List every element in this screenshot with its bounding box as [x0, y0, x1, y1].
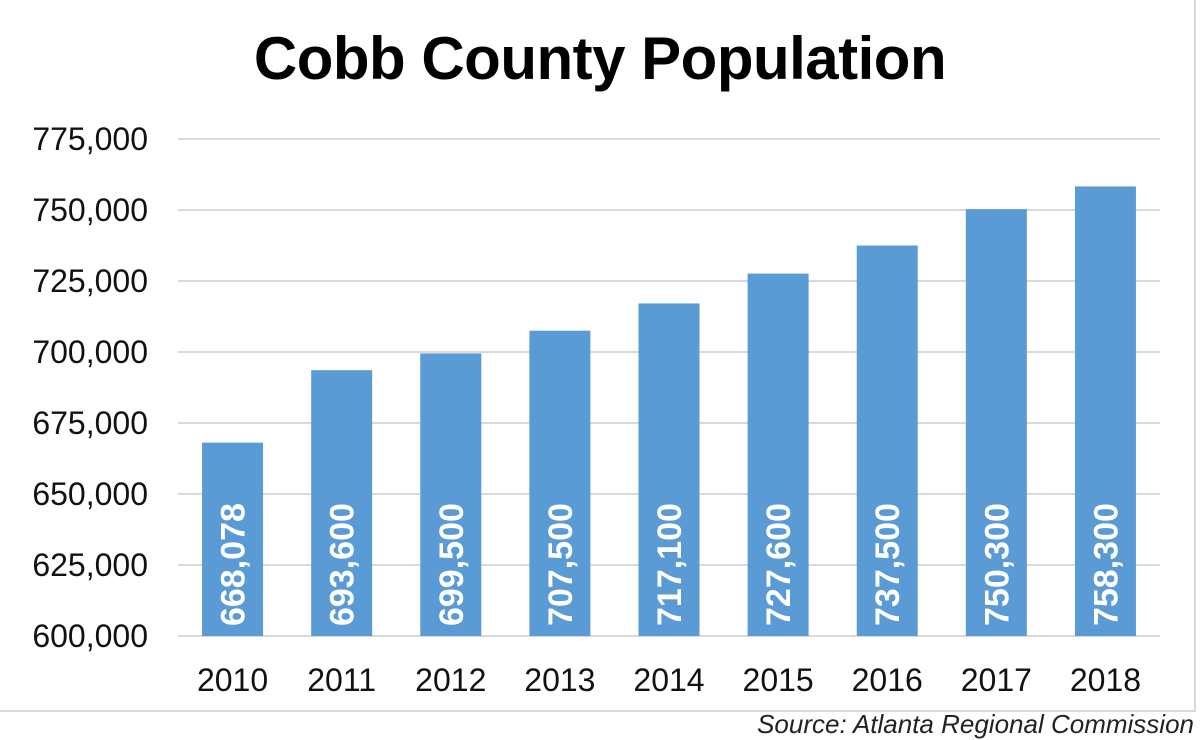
data-label: 693,600	[324, 503, 362, 626]
x-tick-label: 2018	[1070, 662, 1141, 698]
y-tick-label: 600,000	[32, 618, 148, 654]
y-tick-label: 750,000	[32, 192, 148, 228]
x-tick-label: 2012	[415, 662, 486, 698]
chart-frame	[0, 0, 1196, 712]
bar-2012	[420, 353, 482, 636]
data-labels: 668,078 693,600 699,500 707,500 717,100 727,6…	[215, 503, 1126, 626]
bars	[202, 186, 1136, 637]
x-axis-ticks: 2010 2011 2012 2013 2014 2015 2016 2017 2018	[197, 662, 1141, 698]
data-label: 737,500	[869, 503, 907, 626]
bar-2010	[202, 442, 264, 636]
bar-2015	[747, 273, 809, 636]
y-axis-ticks: 600,000 625,000 650,000 675,000 700,000 725,0…	[32, 121, 148, 654]
chart-title: Cobb County Population	[253, 25, 947, 92]
bar-2013	[529, 330, 591, 636]
bar-2014	[638, 303, 700, 636]
data-label: 758,300	[1087, 503, 1125, 626]
bar-2016	[856, 245, 918, 636]
y-tick-label: 650,000	[32, 476, 148, 512]
data-label: 699,500	[433, 503, 471, 626]
y-tick-label: 625,000	[32, 547, 148, 583]
y-tick-label: 725,000	[32, 263, 148, 299]
data-label: 668,078	[215, 503, 253, 626]
bar-2018	[1074, 186, 1136, 637]
x-tick-label: 2013	[524, 662, 595, 698]
y-tick-label: 775,000	[32, 121, 148, 157]
bar-2011	[311, 370, 373, 636]
data-label: 717,100	[651, 503, 689, 626]
y-tick-label: 700,000	[32, 334, 148, 370]
x-tick-label: 2015	[743, 662, 814, 698]
x-tick-label: 2011	[307, 662, 376, 698]
bar-chart: 600,000 625,000 650,000 675,000 700,000 725,0…	[32, 121, 1160, 698]
data-label: 727,600	[760, 503, 798, 626]
x-tick-label: 2016	[852, 662, 923, 698]
source-note: Source: Atlanta Regional Commission	[757, 709, 1194, 739]
data-label: 750,300	[978, 503, 1016, 626]
bar-2017	[965, 209, 1027, 636]
x-tick-label: 2017	[961, 662, 1032, 698]
x-tick-label: 2010	[197, 662, 268, 698]
x-tick-label: 2014	[633, 662, 704, 698]
data-label: 707,500	[542, 503, 580, 626]
y-tick-label: 675,000	[32, 405, 148, 441]
